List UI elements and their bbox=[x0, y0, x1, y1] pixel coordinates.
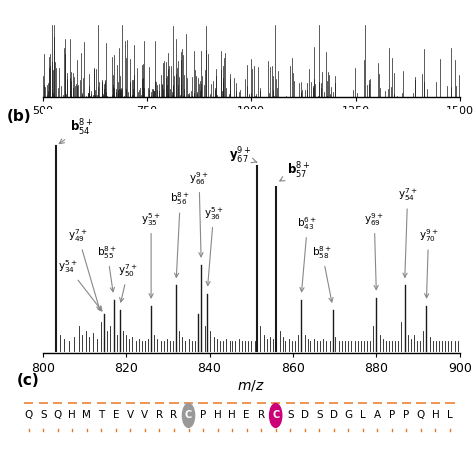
X-axis label: $m/z$: $m/z$ bbox=[238, 118, 264, 132]
Text: H: H bbox=[68, 410, 76, 420]
Text: y$_{36}^{5+}$: y$_{36}^{5+}$ bbox=[204, 205, 224, 285]
Text: A: A bbox=[374, 410, 381, 420]
Text: y$_{69}^{9+}$: y$_{69}^{9+}$ bbox=[365, 211, 384, 290]
Text: Q: Q bbox=[54, 410, 62, 420]
Text: y$_{67}^{9+}$: y$_{67}^{9+}$ bbox=[228, 146, 257, 166]
Text: b$_{54}^{8+}$: b$_{54}^{8+}$ bbox=[59, 118, 93, 144]
Text: R: R bbox=[171, 410, 178, 420]
Text: R: R bbox=[257, 410, 264, 420]
Text: Q: Q bbox=[417, 410, 425, 420]
Text: b$_{56}^{8+}$: b$_{56}^{8+}$ bbox=[170, 191, 191, 277]
Text: L: L bbox=[360, 410, 366, 420]
Text: y$_{54}^{7+}$: y$_{54}^{7+}$ bbox=[398, 187, 418, 277]
Text: C: C bbox=[185, 410, 192, 420]
Text: S: S bbox=[316, 410, 323, 420]
Text: G: G bbox=[344, 410, 352, 420]
Text: b$_{43}^{6+}$: b$_{43}^{6+}$ bbox=[298, 215, 318, 292]
Circle shape bbox=[182, 403, 195, 428]
Text: C: C bbox=[272, 410, 279, 420]
Text: D: D bbox=[301, 410, 309, 420]
Text: P: P bbox=[200, 410, 206, 420]
Text: y$_{34}^{5+}$: y$_{34}^{5+}$ bbox=[58, 258, 102, 311]
Text: M: M bbox=[82, 410, 91, 420]
Text: H: H bbox=[228, 410, 236, 420]
Text: R: R bbox=[156, 410, 163, 420]
Text: D: D bbox=[330, 410, 338, 420]
Text: b$_{55}^{8+}$: b$_{55}^{8+}$ bbox=[97, 244, 118, 292]
Text: V: V bbox=[127, 410, 134, 420]
Text: E: E bbox=[243, 410, 250, 420]
Circle shape bbox=[270, 403, 282, 428]
Text: (b): (b) bbox=[7, 109, 32, 124]
Text: L: L bbox=[447, 410, 453, 420]
Text: S: S bbox=[287, 410, 293, 420]
Text: P: P bbox=[389, 410, 395, 420]
Text: y$_{49}^{7+}$: y$_{49}^{7+}$ bbox=[68, 228, 101, 310]
X-axis label: $m/z$: $m/z$ bbox=[237, 378, 265, 393]
Text: y$_{35}^{5+}$: y$_{35}^{5+}$ bbox=[141, 211, 161, 298]
Text: y$_{66}^{9+}$: y$_{66}^{9+}$ bbox=[189, 170, 209, 257]
Text: y$_{50}^{7+}$: y$_{50}^{7+}$ bbox=[118, 263, 138, 302]
Text: H: H bbox=[432, 410, 439, 420]
Text: T: T bbox=[98, 410, 104, 420]
Text: S: S bbox=[40, 410, 46, 420]
Text: E: E bbox=[113, 410, 119, 420]
Text: P: P bbox=[403, 410, 410, 420]
Text: Q: Q bbox=[25, 410, 33, 420]
Text: H: H bbox=[214, 410, 221, 420]
Text: b$_{57}^{8+}$: b$_{57}^{8+}$ bbox=[280, 161, 310, 181]
Text: y$_{70}^{9+}$: y$_{70}^{9+}$ bbox=[419, 228, 438, 298]
Text: (c): (c) bbox=[17, 373, 40, 388]
Text: V: V bbox=[141, 410, 148, 420]
Text: b$_{58}^{8+}$: b$_{58}^{8+}$ bbox=[312, 244, 333, 302]
